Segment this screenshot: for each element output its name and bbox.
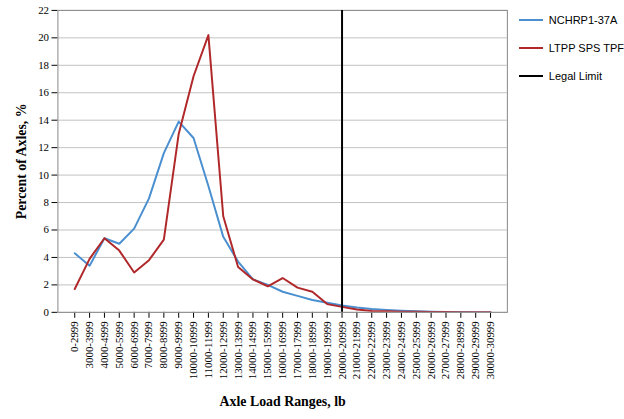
svg-text:23000-23999: 23000-23999 — [380, 321, 392, 379]
svg-text:12: 12 — [38, 141, 49, 153]
svg-text:30000-30999: 30000-30999 — [484, 321, 496, 379]
svg-text:5000-5999: 5000-5999 — [113, 321, 125, 368]
svg-text:7000-7999: 7000-7999 — [142, 321, 154, 368]
svg-text:3000-3999: 3000-3999 — [83, 321, 95, 368]
svg-text:26000-26999: 26000-26999 — [425, 321, 437, 379]
svg-text:4: 4 — [44, 251, 50, 263]
svg-text:2: 2 — [44, 278, 49, 290]
svg-text:25000-25999: 25000-25999 — [410, 321, 422, 379]
svg-text:10000-10999: 10000-10999 — [187, 321, 199, 379]
svg-text:9000-9999: 9000-9999 — [172, 321, 184, 368]
svg-text:6: 6 — [44, 223, 50, 235]
svg-text:12000-12999: 12000-12999 — [217, 321, 229, 379]
svg-text:24000-24999: 24000-24999 — [395, 321, 407, 379]
svg-text:18: 18 — [38, 59, 49, 71]
svg-text:14: 14 — [38, 114, 49, 126]
svg-text:6000-6999: 6000-6999 — [128, 321, 140, 368]
svg-text:16: 16 — [38, 86, 49, 98]
svg-text:13000-13999: 13000-13999 — [232, 321, 244, 379]
html-text:Legal Limit: Legal Limit — [548, 70, 602, 82]
svg-text:20: 20 — [38, 31, 49, 43]
svg-text:Percent of Axles, %: Percent of Axles, % — [14, 103, 29, 219]
svg-text:0: 0 — [44, 306, 50, 318]
svg-text:18000-18999: 18000-18999 — [306, 321, 318, 379]
svg-text:19000-19999: 19000-19999 — [321, 321, 333, 379]
svg-text:21000-21999: 21000-21999 — [350, 321, 362, 379]
svg-text:28000-28999: 28000-28999 — [454, 321, 466, 379]
svg-text:8: 8 — [44, 196, 50, 208]
svg-text:22: 22 — [38, 4, 49, 16]
svg-text:15000-15999: 15000-15999 — [261, 321, 273, 379]
svg-text:27000-27999: 27000-27999 — [439, 321, 451, 379]
svg-text:0-2999: 0-2999 — [68, 321, 80, 352]
svg-text:17000-17999: 17000-17999 — [291, 321, 303, 379]
svg-text:10: 10 — [38, 169, 49, 181]
svg-text:16000-16999: 16000-16999 — [276, 321, 288, 379]
svg-text:11000-11999: 11000-11999 — [202, 321, 214, 378]
svg-text:4000-4999: 4000-4999 — [98, 321, 110, 368]
svg-text:29000-29999: 29000-29999 — [469, 321, 481, 379]
html-text:LTPP SPS TPF: LTPP SPS TPF — [548, 42, 624, 54]
svg-text:8000-8999: 8000-8999 — [157, 321, 169, 368]
svg-text:20000-20999: 20000-20999 — [336, 321, 348, 379]
svg-text:22000-22999: 22000-22999 — [365, 321, 377, 379]
svg-text:14000-14999: 14000-14999 — [246, 321, 258, 379]
html-text:NCHRP1-37A: NCHRP1-37A — [548, 14, 618, 26]
svg-text:Axle Load Ranges, lb: Axle Load Ranges, lb — [220, 394, 346, 409]
